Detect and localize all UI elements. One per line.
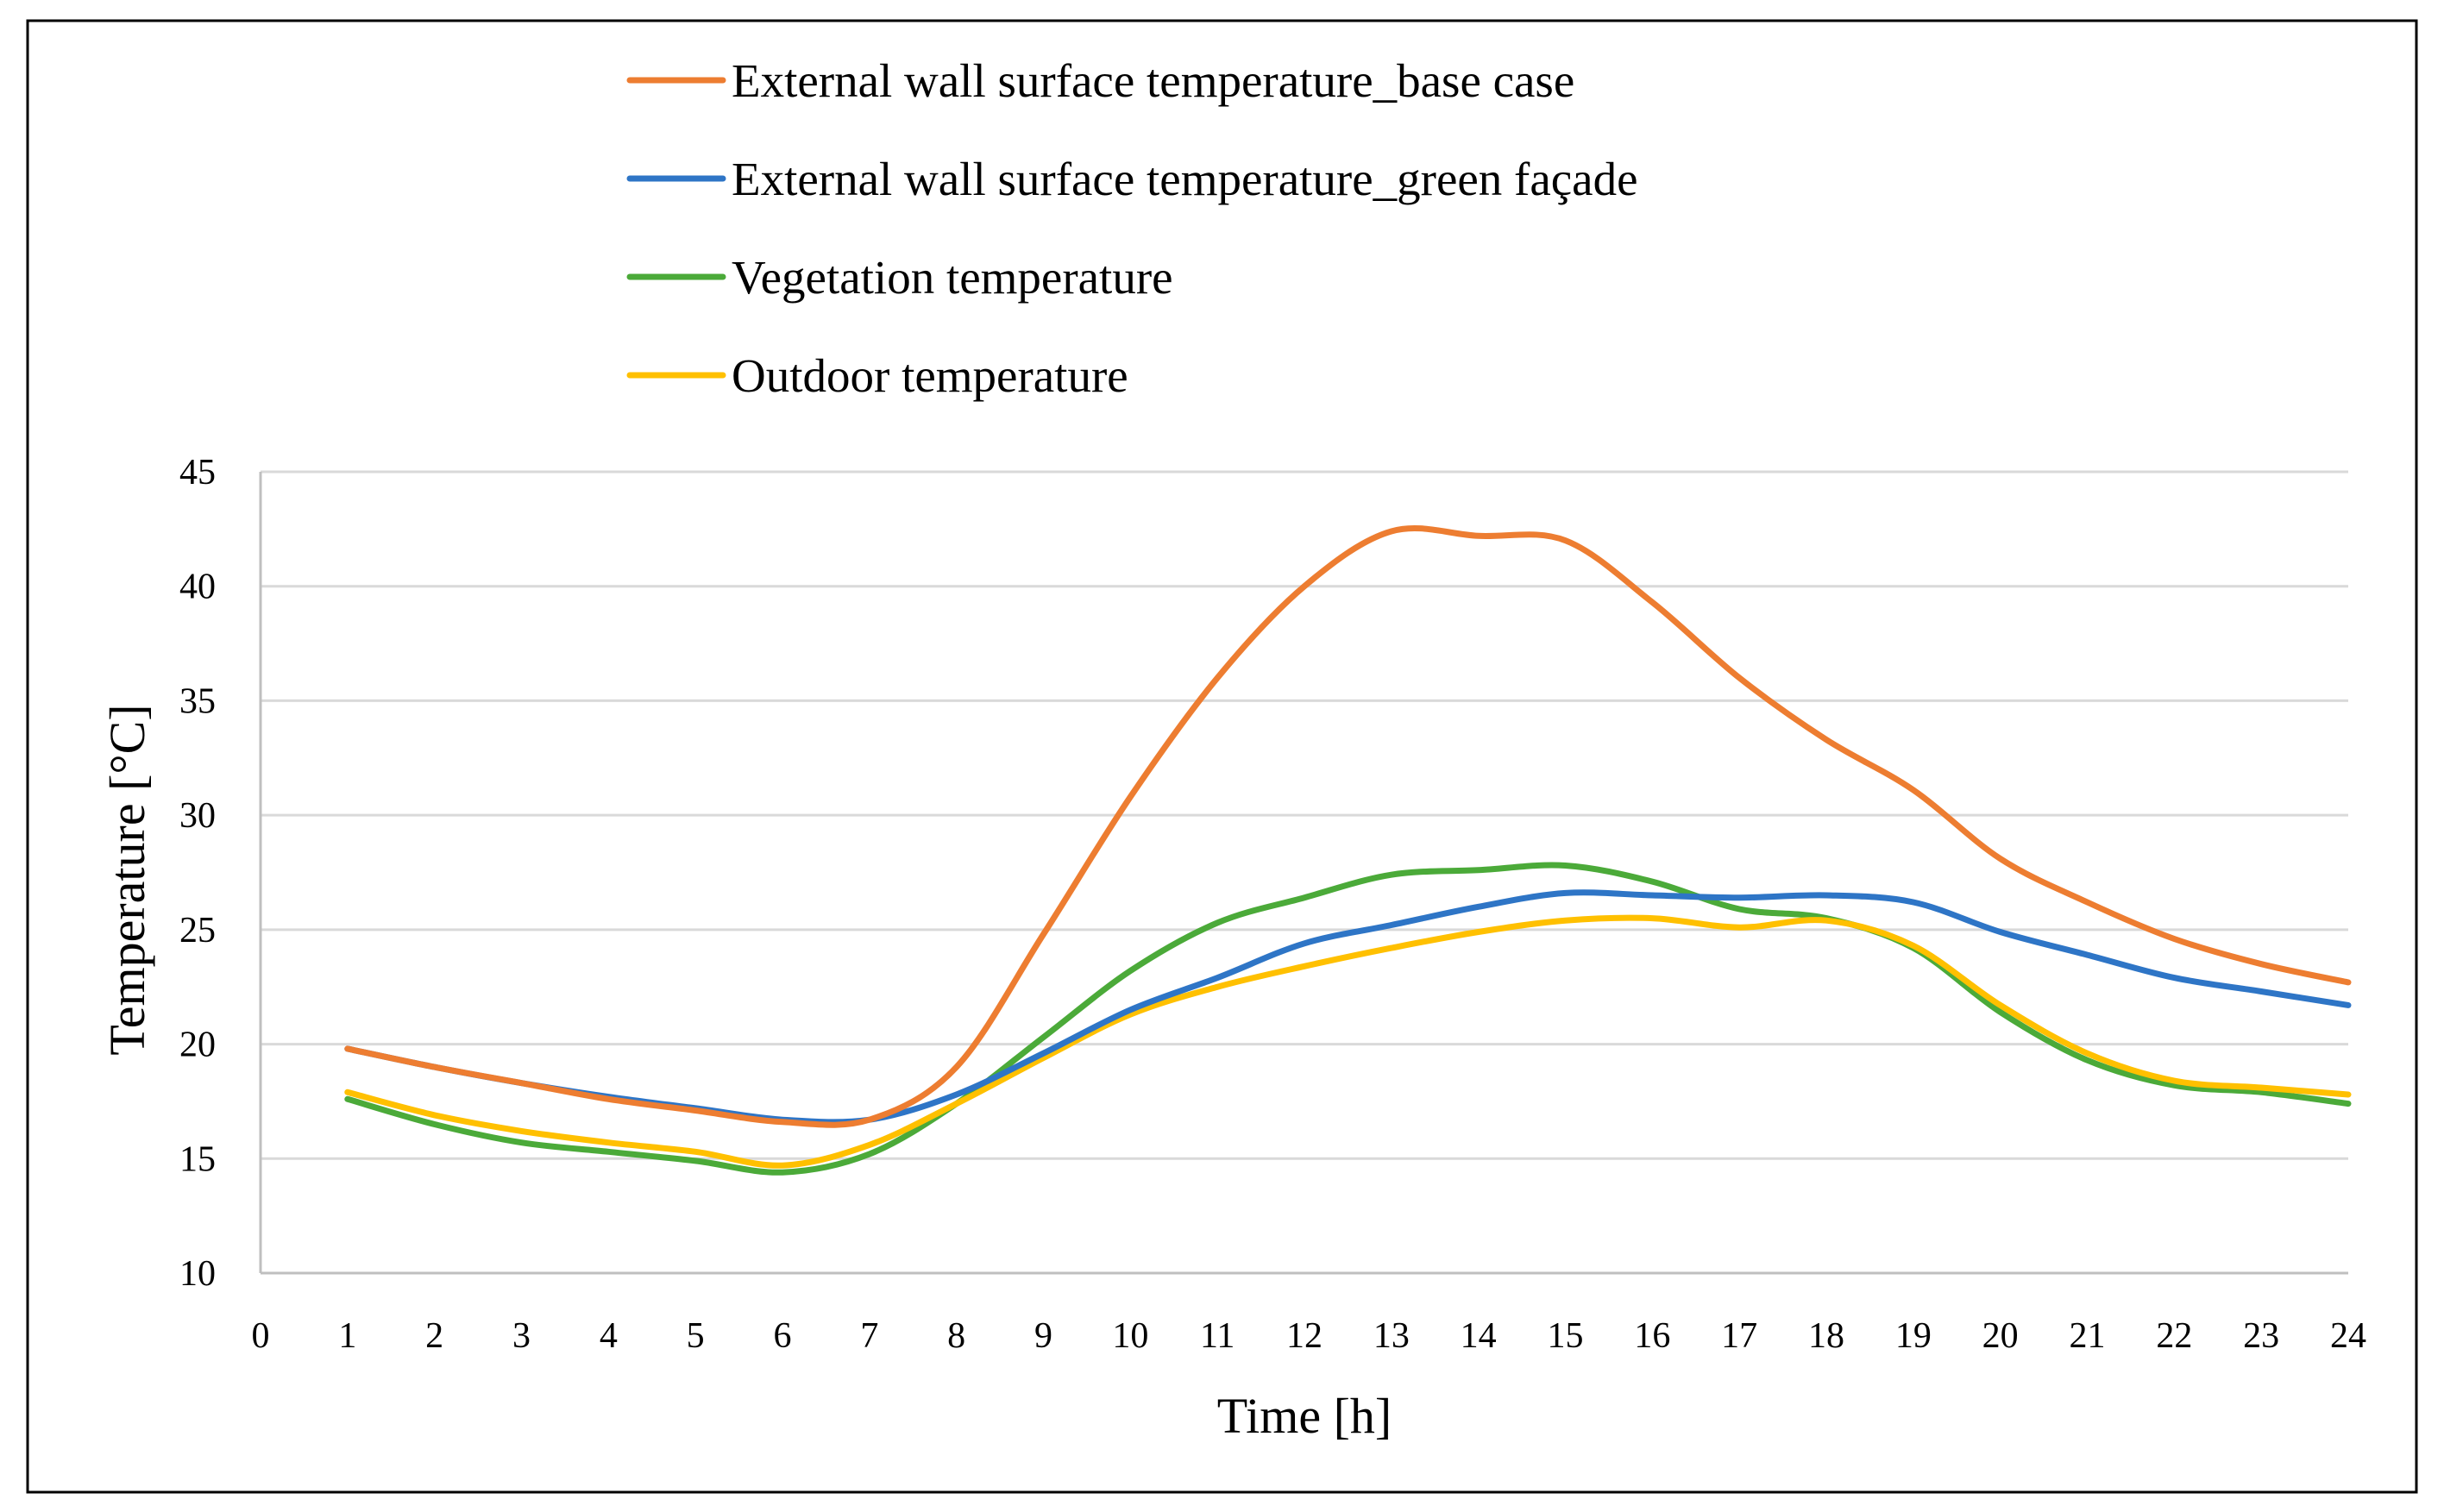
x-tick-label: 18 — [1808, 1316, 1844, 1356]
x-tick-label: 14 — [1461, 1316, 1497, 1356]
series-line-vegetation-temperature — [344, 862, 2352, 1176]
legend-item: External wall surface temperature_base c… — [626, 54, 1574, 107]
x-tick-label: 9 — [1034, 1316, 1052, 1356]
y-axis-title: Temperature [°C] — [99, 704, 155, 1055]
x-tick-label: 11 — [1200, 1316, 1235, 1356]
chart-frame — [26, 19, 2418, 1494]
legend-item: External wall surface temperature_green … — [626, 153, 1637, 205]
y-tick-label: 35 — [179, 681, 216, 721]
x-tick-label: 7 — [860, 1316, 878, 1356]
x-axis-title: Time [h] — [1217, 1388, 1392, 1444]
y-tick-label: 15 — [179, 1139, 216, 1179]
y-tick-label: 25 — [179, 911, 216, 950]
legend-label: Outdoor temperature — [732, 349, 1128, 402]
legend: External wall surface temperature_base c… — [626, 54, 1637, 402]
y-tick-label: 40 — [179, 568, 216, 607]
x-tick-label: 0 — [252, 1316, 270, 1356]
x-tick-label: 8 — [947, 1316, 965, 1356]
legend-item: Outdoor temperature — [626, 349, 1128, 402]
y-tick-label: 20 — [179, 1026, 216, 1065]
x-tick-label: 5 — [687, 1316, 705, 1356]
series-lines — [344, 524, 2352, 1176]
series-line-external-wall-surface-temperature-base-case — [344, 524, 2352, 1128]
x-tick-label: 24 — [2330, 1316, 2366, 1356]
x-tick-label: 22 — [2156, 1316, 2192, 1356]
axes — [259, 472, 2348, 1275]
legend-item: Vegetation temperature — [626, 251, 1173, 304]
x-tick-label: 13 — [1373, 1316, 1410, 1356]
x-axis-tick-labels: 0 1 2 3 4 5 6 7 8 9 10 11 12 13 14 15 16 17 18 19 20 21 22 23 24 — [252, 1316, 2367, 1356]
x-tick-label: 6 — [774, 1316, 792, 1356]
x-tick-label: 12 — [1286, 1316, 1323, 1356]
x-tick-label: 23 — [2243, 1316, 2279, 1356]
x-tick-label: 19 — [1895, 1316, 1932, 1356]
legend-label: Vegetation temperature — [732, 251, 1173, 304]
x-tick-label: 1 — [338, 1316, 356, 1356]
series-line-outdoor-temperature — [344, 914, 2352, 1169]
x-tick-label: 20 — [1982, 1316, 2019, 1356]
y-tick-label: 10 — [179, 1254, 216, 1294]
y-axis-tick-labels: 10 15 20 25 30 35 40 45 — [179, 453, 216, 1294]
legend-label: External wall surface temperature_green … — [732, 153, 1637, 205]
y-tick-label: 30 — [179, 796, 216, 836]
x-tick-label: 3 — [512, 1316, 531, 1356]
x-tick-label: 2 — [425, 1316, 443, 1356]
x-tick-label: 21 — [2070, 1316, 2106, 1356]
x-tick-label: 17 — [1721, 1316, 1757, 1356]
y-tick-label: 45 — [179, 453, 216, 492]
x-tick-label: 4 — [600, 1316, 618, 1356]
x-tick-label: 15 — [1548, 1316, 1584, 1356]
x-tick-label: 16 — [1634, 1316, 1670, 1356]
legend-label: External wall surface temperature_base c… — [732, 54, 1574, 107]
x-tick-label: 10 — [1112, 1316, 1148, 1356]
